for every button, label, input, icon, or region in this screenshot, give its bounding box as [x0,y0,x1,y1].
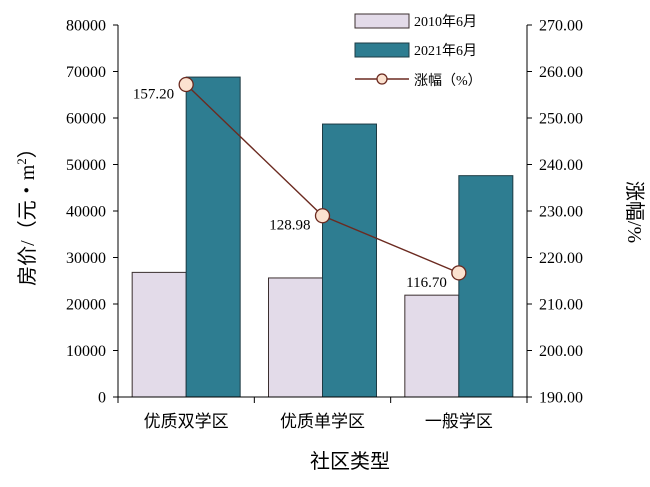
y2-tick-label-6: 250.00 [539,111,583,128]
x-axis-title: 社区类型 [310,450,390,473]
y2-tick-label-4: 230.00 [539,204,583,221]
bar-2021-1 [322,123,377,398]
y-tick-label-0: 0 [98,390,106,407]
growth-point-2 [451,265,467,281]
legend-label-growth: 涨幅（%） [414,73,482,89]
growth-point-1 [314,208,331,224]
y-tick-label-8: 80000 [66,18,106,35]
x-tick-label-2: 一般学区 [425,412,493,431]
growth-data-label-0: 157.20 [133,87,174,103]
y2-tick-label-5: 240.00 [539,157,583,174]
y2-axis-title: 涨幅/% [623,181,646,243]
bar-2021-2 [458,175,514,398]
bar-2010-0 [131,271,187,398]
y-tick-label-2: 20000 [66,297,106,314]
y-tick-label-6: 60000 [66,111,106,128]
bar-2021-0 [185,76,241,398]
y-tick-label-4: 40000 [66,204,106,221]
growth-data-label-2: 116.70 [406,275,447,291]
y2-tick-label-8: 270.00 [539,18,583,35]
growth-data-label-1: 128.98 [269,218,310,234]
y-axis-title-main: 房价/（元・m [16,164,39,286]
growth-point-0 [178,76,194,93]
y-axis-title-sup: 2 [14,158,29,165]
bars-layer [131,76,514,398]
x-tick-label-1: 优质单学区 [280,412,365,431]
bar-2010-1 [268,277,323,398]
bar-2010-2 [404,294,460,398]
y-tick-label-3: 30000 [66,250,106,267]
y-tick-label-7: 70000 [66,64,106,81]
legend-label-2021: 2021年6月 [414,43,477,59]
axes-layer: 优质双学区 优质单学区 一般学区 0 10000 20000 30000 40000 50000… [66,18,583,432]
legend-swatch-2010 [354,13,410,29]
y2-tick-label-1: 200.00 [539,343,583,360]
y2-tick-label-0: 190.00 [539,390,583,407]
y-tick-label-5: 50000 [66,157,106,174]
legend-swatch-2021 [354,42,410,58]
x-tick-label-0: 优质双学区 [144,412,229,431]
legend-label-2010: 2010年6月 [414,14,477,30]
legend: 2010年6月 2021年6月 涨幅（%） [354,13,482,89]
y2-tick-label-2: 210.00 [539,297,583,314]
y2-tick-label-3: 220.00 [539,250,583,267]
y-tick-label-1: 10000 [66,343,106,360]
y-axis-title-end: ） [16,138,39,158]
legend-marker-growth [376,73,388,85]
y2-tick-label-7: 260.00 [539,64,583,81]
line-layer: 157.20 128.98 116.70 [133,76,467,291]
y-axis-title: 房价/（元・m2） [14,138,39,286]
